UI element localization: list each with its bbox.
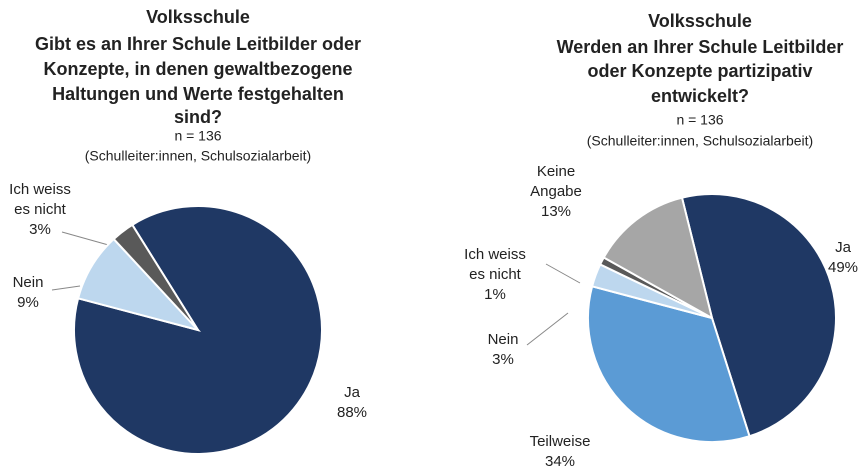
slice-label: Ja: [835, 239, 852, 256]
chart-title: Werden an Ihrer Schule Leitbilder: [557, 37, 844, 57]
chart-title: Haltungen und Werte festgehalten: [52, 84, 344, 104]
chart-title: Gibt es an Ihrer Schule Leitbilder oder: [35, 34, 361, 54]
pie-slice: [680, 193, 837, 438]
value-label: 49%: [828, 259, 858, 276]
pie-slice: [587, 285, 751, 443]
slice-label: Ich weiss es nicht: [9, 181, 71, 218]
slice-label: Ich weiss es nicht: [464, 246, 526, 283]
chart-title: entwickelt?: [651, 86, 749, 106]
pie-slice: [112, 223, 199, 331]
leader-line: [61, 231, 113, 247]
slice-label: Nein: [488, 331, 519, 348]
value-label: 1%: [484, 286, 506, 303]
chart-subtitle: n = 136: [676, 112, 723, 128]
leader-line: [545, 263, 581, 284]
value-label: 9%: [17, 294, 39, 311]
chart-title: sind?: [174, 107, 222, 127]
value-label: 34%: [545, 453, 575, 468]
slice-label: Teilweise: [530, 433, 591, 450]
chart-subtitle: n = 136: [174, 128, 221, 144]
value-label: 13%: [541, 203, 571, 220]
chart-title: Konzepte, in denen gewaltbezogene: [43, 59, 352, 79]
chart-subtitle: (Schulleiter:innen, Schulsozialarbeit): [587, 133, 813, 149]
leader-line: [526, 312, 569, 346]
slice-label: Ja: [344, 384, 361, 401]
pie-slice: [602, 196, 714, 321]
value-label: 3%: [29, 221, 51, 238]
chart-title: Volksschule: [146, 7, 250, 27]
slice-label: Nein: [13, 274, 44, 291]
chart-title: Volksschule: [648, 11, 752, 31]
value-label: 88%: [337, 404, 367, 421]
chart-title: oder Konzepte partizipativ: [587, 61, 812, 81]
chart-subtitle: (Schulleiter:innen, Schulsozialarbeit): [85, 148, 311, 164]
leader-line: [51, 285, 81, 291]
value-label: 3%: [492, 351, 514, 368]
slice-label: Keine Angabe: [530, 163, 582, 200]
